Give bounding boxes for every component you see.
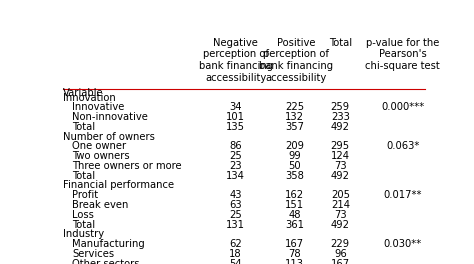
Text: Two owners: Two owners [72, 151, 130, 161]
Text: 205: 205 [331, 190, 350, 200]
Text: Total: Total [72, 171, 95, 181]
Text: 25: 25 [229, 210, 242, 220]
Text: Total: Total [72, 219, 95, 229]
Text: 134: 134 [226, 171, 245, 181]
Text: 86: 86 [229, 142, 242, 152]
Text: 43: 43 [229, 190, 242, 200]
Text: Other sectors: Other sectors [72, 258, 140, 264]
Text: 48: 48 [288, 210, 301, 220]
Text: 0.030**: 0.030** [383, 239, 422, 249]
Text: Loss: Loss [72, 210, 94, 220]
Text: Industry: Industry [63, 229, 104, 239]
Text: Manufacturing: Manufacturing [72, 239, 145, 249]
Text: 63: 63 [229, 200, 242, 210]
Text: 62: 62 [229, 239, 242, 249]
Text: Total: Total [328, 38, 352, 48]
Text: Negative
perception of
bank financing
accessibility: Negative perception of bank financing ac… [199, 38, 273, 83]
Text: 23: 23 [229, 161, 242, 171]
Text: 124: 124 [331, 151, 350, 161]
Text: 99: 99 [288, 151, 301, 161]
Text: 358: 358 [285, 171, 304, 181]
Text: Break even: Break even [72, 200, 128, 210]
Text: 295: 295 [331, 142, 350, 152]
Text: 167: 167 [285, 239, 304, 249]
Text: 25: 25 [229, 151, 242, 161]
Text: Services: Services [72, 249, 114, 259]
Text: One owner: One owner [72, 142, 126, 152]
Text: 162: 162 [285, 190, 304, 200]
Text: 492: 492 [331, 122, 350, 132]
Text: 357: 357 [285, 122, 304, 132]
Text: 131: 131 [226, 219, 245, 229]
Text: 73: 73 [334, 210, 346, 220]
Text: 259: 259 [331, 102, 350, 112]
Text: 132: 132 [285, 112, 304, 122]
Text: 113: 113 [285, 258, 304, 264]
Text: 78: 78 [288, 249, 301, 259]
Text: 233: 233 [331, 112, 350, 122]
Text: Number of owners: Number of owners [63, 132, 155, 142]
Text: 18: 18 [229, 249, 242, 259]
Text: Total: Total [72, 122, 95, 132]
Text: 73: 73 [334, 161, 346, 171]
Text: 50: 50 [288, 161, 301, 171]
Text: 492: 492 [331, 219, 350, 229]
Text: 96: 96 [334, 249, 346, 259]
Text: 492: 492 [331, 171, 350, 181]
Text: 34: 34 [229, 102, 242, 112]
Text: Financial performance: Financial performance [63, 181, 174, 191]
Text: 225: 225 [285, 102, 304, 112]
Text: 229: 229 [331, 239, 350, 249]
Text: 214: 214 [331, 200, 350, 210]
Text: 167: 167 [331, 258, 350, 264]
Text: 0.000***: 0.000*** [381, 102, 424, 112]
Text: 209: 209 [285, 142, 304, 152]
Text: Innovative: Innovative [72, 102, 125, 112]
Text: 151: 151 [285, 200, 304, 210]
Text: Three owners or more: Three owners or more [72, 161, 182, 171]
Text: Positive
perception of
bank financing
accessibility: Positive perception of bank financing ac… [259, 38, 333, 83]
Text: Innovation: Innovation [63, 93, 116, 103]
Text: 54: 54 [229, 258, 242, 264]
Text: 135: 135 [226, 122, 245, 132]
Text: 361: 361 [285, 219, 304, 229]
Text: 0.063*: 0.063* [386, 142, 419, 152]
Text: Non-innovative: Non-innovative [72, 112, 148, 122]
Text: 101: 101 [226, 112, 245, 122]
Text: Variable: Variable [63, 88, 103, 98]
Text: 0.017**: 0.017** [383, 190, 422, 200]
Text: Profit: Profit [72, 190, 98, 200]
Text: p-value for the
Pearson's
chi-square test: p-value for the Pearson's chi-square tes… [365, 38, 440, 71]
